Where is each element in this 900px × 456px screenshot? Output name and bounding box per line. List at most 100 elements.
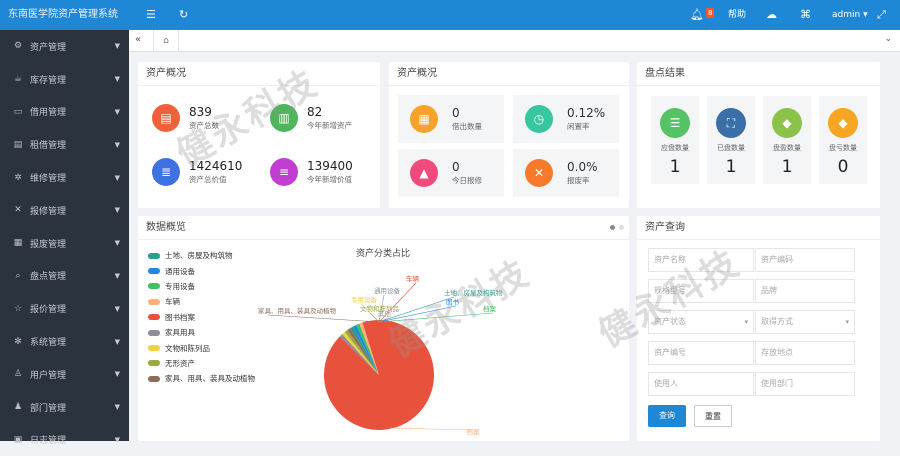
settings-icon: ✲ <box>14 172 22 183</box>
sidebar-item-2[interactable]: ▭ 借用管理 ▼ <box>0 96 129 129</box>
legend-entry[interactable]: 车辆 <box>148 294 255 309</box>
sidebar-item-8[interactable]: ☆ 报价管理 ▼ <box>0 292 129 325</box>
query-field[interactable]: 存放地点 <box>755 341 855 365</box>
gear-icon: ⚙ <box>13 41 23 52</box>
card-title: 资产概况 <box>138 62 380 86</box>
pie-slice[interactable] <box>344 329 379 375</box>
legend-swatch <box>148 298 160 305</box>
cloud-icon[interactable]: ☁ <box>766 8 777 21</box>
query-field[interactable]: 使用人 <box>648 372 754 396</box>
receipt-icon: ▦ <box>410 105 438 133</box>
sidebar-item-9[interactable]: ✻ 系统管理 ▼ <box>0 325 129 358</box>
file-icon: ▦ <box>13 238 23 249</box>
pie-slice[interactable] <box>359 322 379 375</box>
help-link[interactable]: 帮助 <box>728 10 747 20</box>
inventory-col: ◆ 盘亏数量 0 <box>819 96 867 184</box>
chevron-down-icon: ▼ <box>114 271 120 280</box>
sidebar-item-label: 租借管理 <box>30 141 67 152</box>
user-menu[interactable]: admin ▾ <box>832 10 868 20</box>
tag-icon[interactable]: ⌘ <box>800 8 811 21</box>
tab-dropdown-icon[interactable]: ⌄ <box>884 34 892 44</box>
sidebar-item-3[interactable]: ▤ 租借管理 ▼ <box>0 128 129 161</box>
chevron-down-icon: ▼ <box>114 435 120 444</box>
query-field[interactable]: 品牌 <box>755 279 855 303</box>
chevron-down-icon: ▼ <box>114 370 120 379</box>
refresh-icon[interactable]: ↻ <box>179 8 189 21</box>
legend-entry[interactable]: 无形资产 <box>148 356 255 371</box>
legend-swatch <box>148 375 160 382</box>
legend-entry[interactable]: 通用设备 <box>148 263 255 278</box>
query-field[interactable]: 资产名称 <box>648 248 754 272</box>
sidebar-item-11[interactable]: ♟ 部门管理 ▼ <box>0 391 129 424</box>
sidebar-item-label: 借用管理 <box>30 108 67 119</box>
query-field[interactable]: 资产编号 <box>648 341 754 365</box>
pie-slice[interactable] <box>353 324 379 375</box>
query-field[interactable]: 资产状态 ▾ <box>648 310 754 334</box>
menu-icon[interactable]: ☰ <box>146 8 156 21</box>
query-field[interactable]: 使用部门 <box>755 372 855 396</box>
inventory-label: 已盘数量 <box>717 144 745 152</box>
reset-button[interactable]: 重置 <box>694 405 732 427</box>
search-button[interactable]: 查询 <box>648 405 686 427</box>
legend-entry[interactable]: 专用设备 <box>148 279 255 294</box>
query-field[interactable]: 规格型号 <box>648 279 754 303</box>
leader-line <box>378 317 389 323</box>
sidebar-item-12[interactable]: ▣ 日志管理 ▼ <box>0 424 129 456</box>
stat-label: 今年新增价值 <box>307 175 352 184</box>
legend-entry[interactable]: 土地、房屋及构筑物 <box>148 248 255 263</box>
carousel-dot-active[interactable] <box>610 225 615 230</box>
pie-slice[interactable] <box>350 326 379 375</box>
stat-item: ≣ 1424610 资产总价值 <box>152 158 242 186</box>
sidebar-item-1[interactable]: ☕ 库存管理 ▼ <box>0 63 129 96</box>
stat-label: 资产总价值 <box>189 175 227 184</box>
legend-entry[interactable]: 家具用具 <box>148 325 255 340</box>
pie-slice[interactable] <box>356 323 379 375</box>
sidebar: ⚙ 资产管理 ▼ ☕ 库存管理 ▼ ▭ 借用管理 ▼ ▤ 租借管理 ▼ ✲ 维修管理 ▼ ✕ 报修管理 ▼ ▦ 报废管… <box>0 30 129 446</box>
diamond-icon: ◆ <box>772 108 802 138</box>
query-field[interactable]: 取得方式 ▾ <box>755 310 855 334</box>
chevron-down-icon: ▼ <box>114 140 120 149</box>
slice-label: 通用设备 <box>374 286 401 295</box>
chevron-down-icon: ▼ <box>114 304 120 313</box>
sidebar-item-10[interactable]: ♙ 用户管理 ▼ <box>0 358 129 391</box>
database-icon: ≣ <box>152 158 180 186</box>
leader-line <box>378 296 455 323</box>
alert-icon: ▲ <box>410 159 438 187</box>
chevron-down-icon: ▼ <box>114 107 120 116</box>
leader-line <box>369 312 380 323</box>
sidebar-item-5[interactable]: ✕ 报修管理 ▼ <box>0 194 129 227</box>
slice-label: 档案 <box>483 304 497 313</box>
stat-item: ≡ 139400 今年新增价值 <box>270 158 353 186</box>
slice-label: 文物和陈列品 <box>360 304 399 313</box>
fullscreen-icon[interactable]: ⤢ <box>877 8 886 21</box>
legend-entry[interactable]: 图书档案 <box>148 310 255 325</box>
stat-label: 闲置率 <box>567 122 590 131</box>
query-field-placeholder: 资产编码 <box>761 255 793 264</box>
carousel-dot[interactable] <box>619 225 624 230</box>
sidebar-item-0[interactable]: ⚙ 资产管理 ▼ <box>0 30 129 63</box>
query-field-placeholder: 取得方式 <box>761 317 793 326</box>
sidebar-item-7[interactable]: ⌕ 盘点管理 ▼ <box>0 260 129 293</box>
tab-home[interactable]: ⌂ <box>153 30 179 52</box>
stat-item: ▥ 82 今年新增资产 <box>270 104 352 132</box>
query-field[interactable]: 资产编码 <box>755 248 855 272</box>
inventory-col: ◆ 盘盈数量 1 <box>763 96 811 184</box>
pie-slice[interactable] <box>324 320 434 430</box>
leader-line <box>378 282 417 323</box>
slice-label: 图书 <box>446 297 460 306</box>
inventory-col: ☰ 应盘数量 1 <box>651 96 699 184</box>
chevron-down-icon: ▼ <box>114 75 120 84</box>
legend-label: 车辆 <box>165 297 180 307</box>
sidebar-item-4[interactable]: ✲ 维修管理 ▼ <box>0 161 129 194</box>
tab-scroll-left-icon[interactable]: « <box>135 34 142 45</box>
legend-entry[interactable]: 文物和陈列品 <box>148 340 255 355</box>
user-icon: ♙ <box>13 369 23 380</box>
pie-slice[interactable] <box>342 331 379 375</box>
pie-slice[interactable] <box>347 328 379 375</box>
pie-slice[interactable] <box>339 334 379 375</box>
stat-value: 139400 <box>307 159 353 173</box>
bell-icon[interactable]: 🔔︎ 8 <box>690 8 715 21</box>
stat-label: 今年新增资产 <box>307 121 352 130</box>
sidebar-item-6[interactable]: ▦ 报废管理 ▼ <box>0 227 129 260</box>
legend-entry[interactable]: 家具、用具、装具及动植物 <box>148 371 255 386</box>
